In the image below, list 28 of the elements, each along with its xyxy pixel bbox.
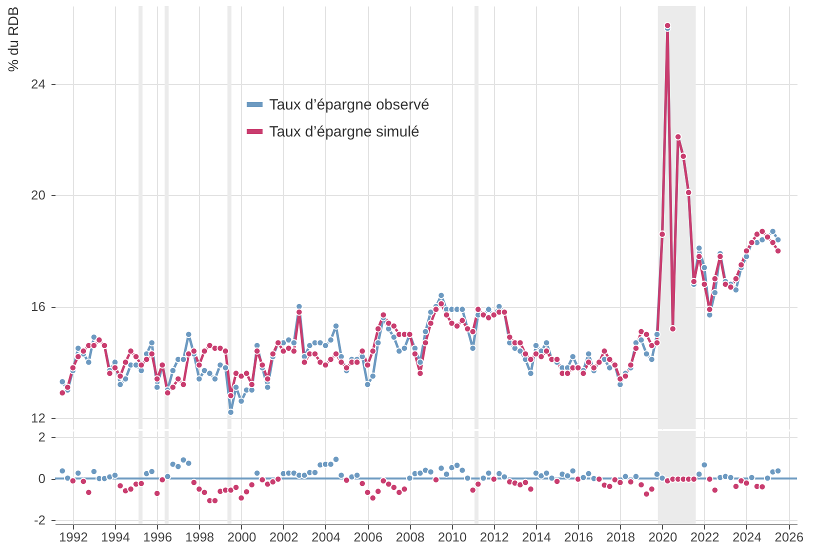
- x-tick-label: 1998: [185, 530, 214, 544]
- y-tick-label: 0: [38, 471, 46, 486]
- x-tick-label: 2002: [269, 530, 298, 544]
- y-tick-label: -2: [34, 512, 46, 528]
- x-tick-label: 1992: [58, 530, 88, 544]
- y-axis-title: % du RDB: [5, 6, 22, 72]
- x-tick-label: 2016: [564, 530, 594, 544]
- x-tick-label: 2006: [354, 530, 383, 544]
- x-tick-label: 2024: [732, 530, 762, 544]
- y-tick-label: 2: [38, 430, 46, 445]
- x-tick-label: 2012: [480, 530, 509, 544]
- y-tick-label: 12: [31, 410, 46, 426]
- x-tick-label: 2020: [648, 530, 678, 544]
- x-tick-label: 2018: [606, 530, 636, 544]
- x-tick-label: 2026: [774, 530, 804, 544]
- x-tick-label: 2014: [522, 530, 551, 544]
- x-tick-label: 2000: [227, 530, 256, 544]
- x-tick-label: 2008: [396, 530, 425, 544]
- legend-label: Taux d’épargne simulé: [269, 124, 420, 140]
- legend-label: Taux d’épargne observé: [269, 96, 430, 114]
- x-tick-label: 2004: [312, 530, 340, 544]
- x-tick-label: 1996: [143, 530, 172, 544]
- x-tick-label: 1994: [101, 530, 130, 544]
- y-tick-label: 20: [31, 188, 46, 203]
- x-tick-label: 2022: [690, 530, 720, 544]
- y-tick-label: 16: [31, 299, 46, 314]
- y-tick-label: 24: [31, 76, 46, 92]
- x-tick-label: 2010: [438, 530, 467, 544]
